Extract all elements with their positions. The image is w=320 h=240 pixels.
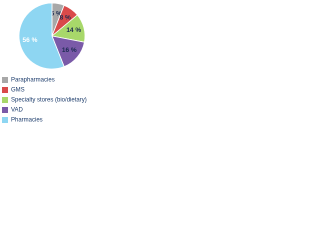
value-label: 56 % [23, 37, 38, 44]
legend-label: GMS [11, 88, 25, 94]
value-label: 6 % [51, 11, 62, 18]
legend-swatch [2, 117, 8, 123]
value-label: 16 % [62, 47, 77, 54]
legend-swatch [2, 97, 8, 103]
legend-swatch [2, 77, 8, 83]
value-label: 14 % [66, 27, 81, 34]
legend-label: Specialty stores (bio/dietary) [11, 98, 87, 104]
chart: 6 %8 % 14 % 16 % 56 % Parapharmacies GMS Speci… [2, 2, 87, 124]
pie-slice [18, 2, 65, 70]
legend-label: Parapharmacies [11, 78, 55, 84]
value-label: 8 % [60, 15, 71, 22]
legend-label: VAD [11, 108, 24, 114]
legend-label: Pharmacies [11, 118, 43, 124]
legend-swatch [2, 107, 8, 113]
legend-swatch [2, 87, 8, 93]
